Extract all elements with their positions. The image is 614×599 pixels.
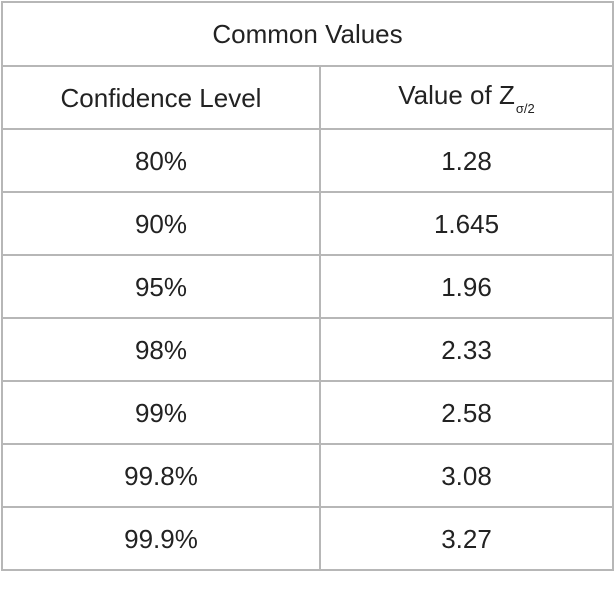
table-row: 98% 2.33 [1,317,614,382]
z-value-cell: 3.27 [318,506,614,571]
table-row: 90% 1.645 [1,191,614,256]
table-row: 95% 1.96 [1,254,614,319]
confidence-cell: 80% [1,128,321,193]
table-row: 80% 1.28 [1,128,614,193]
table-title-row: Common Values [0,1,614,67]
confidence-cell: 99.8% [1,443,321,508]
confidence-cell: 90% [1,191,321,256]
z-value-cell: 3.08 [318,443,614,508]
table-title: Common Values [0,1,614,67]
confidence-cell: 99% [1,380,321,445]
z-value-cell: 1.96 [318,254,614,319]
z-value-cell: 2.33 [318,317,614,382]
z-value-cell: 1.645 [318,191,614,256]
z-value-cell: 1.28 [318,128,614,193]
confidence-cell: 98% [1,317,321,382]
table-row: 99.9% 3.27 [1,506,614,571]
confidence-cell: 95% [1,254,321,319]
header-z-value-subscript: σ/2 [515,101,535,116]
table-row: 99.8% 3.08 [1,443,614,508]
table-row: 99% 2.58 [1,380,614,445]
header-confidence-level: Confidence Level [1,65,321,130]
table-header-row: Confidence Level Value of Zσ/2 [1,65,614,130]
z-value-cell: 2.58 [318,380,614,445]
confidence-cell: 99.9% [1,506,321,571]
header-z-value-main: Value of Z [398,80,515,110]
common-values-table: Common Values Confidence Level Value of … [0,1,614,571]
header-z-value: Value of Zσ/2 [318,65,614,130]
